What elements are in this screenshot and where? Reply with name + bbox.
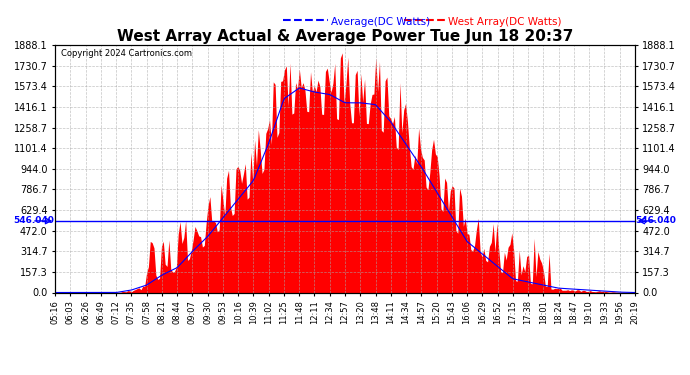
Text: Copyright 2024 Cartronics.com: Copyright 2024 Cartronics.com [61,49,192,58]
Text: 546.040: 546.040 [635,216,676,225]
Title: West Array Actual & Average Power Tue Jun 18 20:37: West Array Actual & Average Power Tue Ju… [117,29,573,44]
Text: 546.040: 546.040 [14,216,55,225]
Text: Average(DC Watts): Average(DC Watts) [331,17,431,27]
Text: West Array(DC Watts): West Array(DC Watts) [448,17,562,27]
